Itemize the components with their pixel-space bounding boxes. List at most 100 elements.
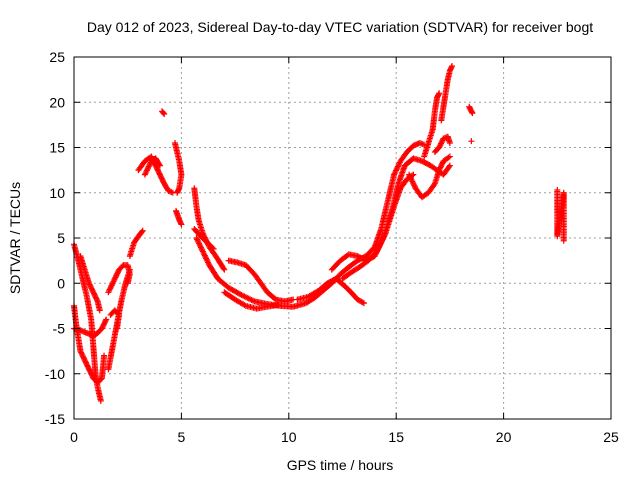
data-point xyxy=(446,162,453,169)
data-point xyxy=(205,259,212,266)
y-tick-label: 15 xyxy=(49,140,65,156)
data-point xyxy=(97,397,104,404)
data-point xyxy=(141,171,148,178)
data-point xyxy=(101,352,108,359)
data-point xyxy=(392,167,399,174)
data-point xyxy=(360,300,367,307)
data-point xyxy=(396,160,403,167)
y-tick-label: 25 xyxy=(49,49,65,65)
data-point xyxy=(196,240,203,247)
data-point xyxy=(445,163,452,170)
data-point xyxy=(139,227,146,234)
data-point xyxy=(199,247,206,254)
data-point xyxy=(96,307,103,314)
data-point xyxy=(409,179,416,186)
data-point xyxy=(392,168,399,175)
data-point xyxy=(406,171,413,178)
data-point xyxy=(201,251,208,258)
y-tick-label: 5 xyxy=(57,230,65,246)
x-tick-label: 10 xyxy=(281,429,297,445)
data-point xyxy=(156,161,163,168)
data-point xyxy=(446,153,453,160)
data-point xyxy=(209,244,216,251)
data-point xyxy=(378,238,385,245)
data-point xyxy=(408,177,415,184)
data-point xyxy=(197,244,204,251)
data-point xyxy=(108,282,115,289)
data-point xyxy=(408,175,415,182)
data-point xyxy=(201,252,208,259)
data-point xyxy=(102,317,109,324)
data-point xyxy=(409,178,416,185)
y-axis-ticks: -15 -10 -5 0 5 10 15 20 25 xyxy=(45,49,611,427)
data-point xyxy=(145,163,152,170)
data-point xyxy=(174,189,181,196)
data-point xyxy=(147,160,154,167)
data-point xyxy=(381,231,388,238)
data-point xyxy=(377,240,384,247)
data-point xyxy=(377,241,384,248)
data-point xyxy=(381,233,388,240)
data-point xyxy=(110,278,117,285)
x-axis-ticks: 0 5 10 15 20 25 xyxy=(70,57,619,445)
data-point xyxy=(406,173,413,180)
data-point xyxy=(379,237,386,244)
data-point xyxy=(111,277,118,284)
chart-title: Day 012 of 2023, Sidereal Day-to-day VTE… xyxy=(87,19,593,35)
x-tick-label: 15 xyxy=(388,429,404,445)
data-point xyxy=(143,167,150,174)
data-point xyxy=(391,170,398,177)
data-point xyxy=(373,248,380,255)
data-point xyxy=(109,279,116,286)
data-point xyxy=(445,154,452,161)
y-tick-label: -10 xyxy=(45,366,65,382)
data-point xyxy=(560,237,567,244)
data-point xyxy=(199,248,206,255)
data-point xyxy=(202,254,209,261)
data-point xyxy=(195,239,202,246)
data-point xyxy=(142,170,149,177)
y-tick-label: -15 xyxy=(45,411,65,427)
data-point xyxy=(241,302,248,309)
data-point xyxy=(220,265,227,272)
data-point xyxy=(144,166,151,173)
data-point xyxy=(418,140,425,147)
data-point xyxy=(275,301,282,308)
data-point xyxy=(203,256,210,263)
data-point xyxy=(375,245,382,252)
data-point xyxy=(374,247,381,254)
data-point xyxy=(193,235,200,241)
y-axis-label: SDTVAR / TECUs xyxy=(7,182,23,294)
data-point xyxy=(124,280,131,287)
data-point xyxy=(107,285,114,292)
data-point xyxy=(391,171,398,178)
data-point xyxy=(375,244,382,251)
data-point xyxy=(446,139,453,146)
data-points xyxy=(71,63,567,404)
x-tick-label: 25 xyxy=(603,429,619,445)
data-point xyxy=(109,281,116,288)
data-point xyxy=(160,110,167,117)
y-tick-label: 20 xyxy=(49,94,65,110)
grid-lines xyxy=(74,57,611,419)
data-point xyxy=(394,163,401,170)
data-point xyxy=(138,228,145,235)
data-point xyxy=(113,325,120,332)
data-point xyxy=(203,255,210,262)
data-point xyxy=(411,182,418,189)
data-point xyxy=(469,110,476,117)
data-point xyxy=(410,181,417,188)
data-point xyxy=(106,287,113,294)
data-point xyxy=(105,289,112,296)
data-point xyxy=(449,63,456,70)
data-point xyxy=(196,241,203,248)
x-tick-label: 20 xyxy=(496,429,512,445)
data-point xyxy=(156,162,163,169)
data-point xyxy=(221,266,228,273)
data-point xyxy=(103,316,110,323)
x-axis-label: GPS time / hours xyxy=(287,457,394,473)
data-point xyxy=(430,181,437,188)
data-point xyxy=(394,164,401,171)
data-point xyxy=(97,376,104,383)
data-point xyxy=(107,283,114,290)
